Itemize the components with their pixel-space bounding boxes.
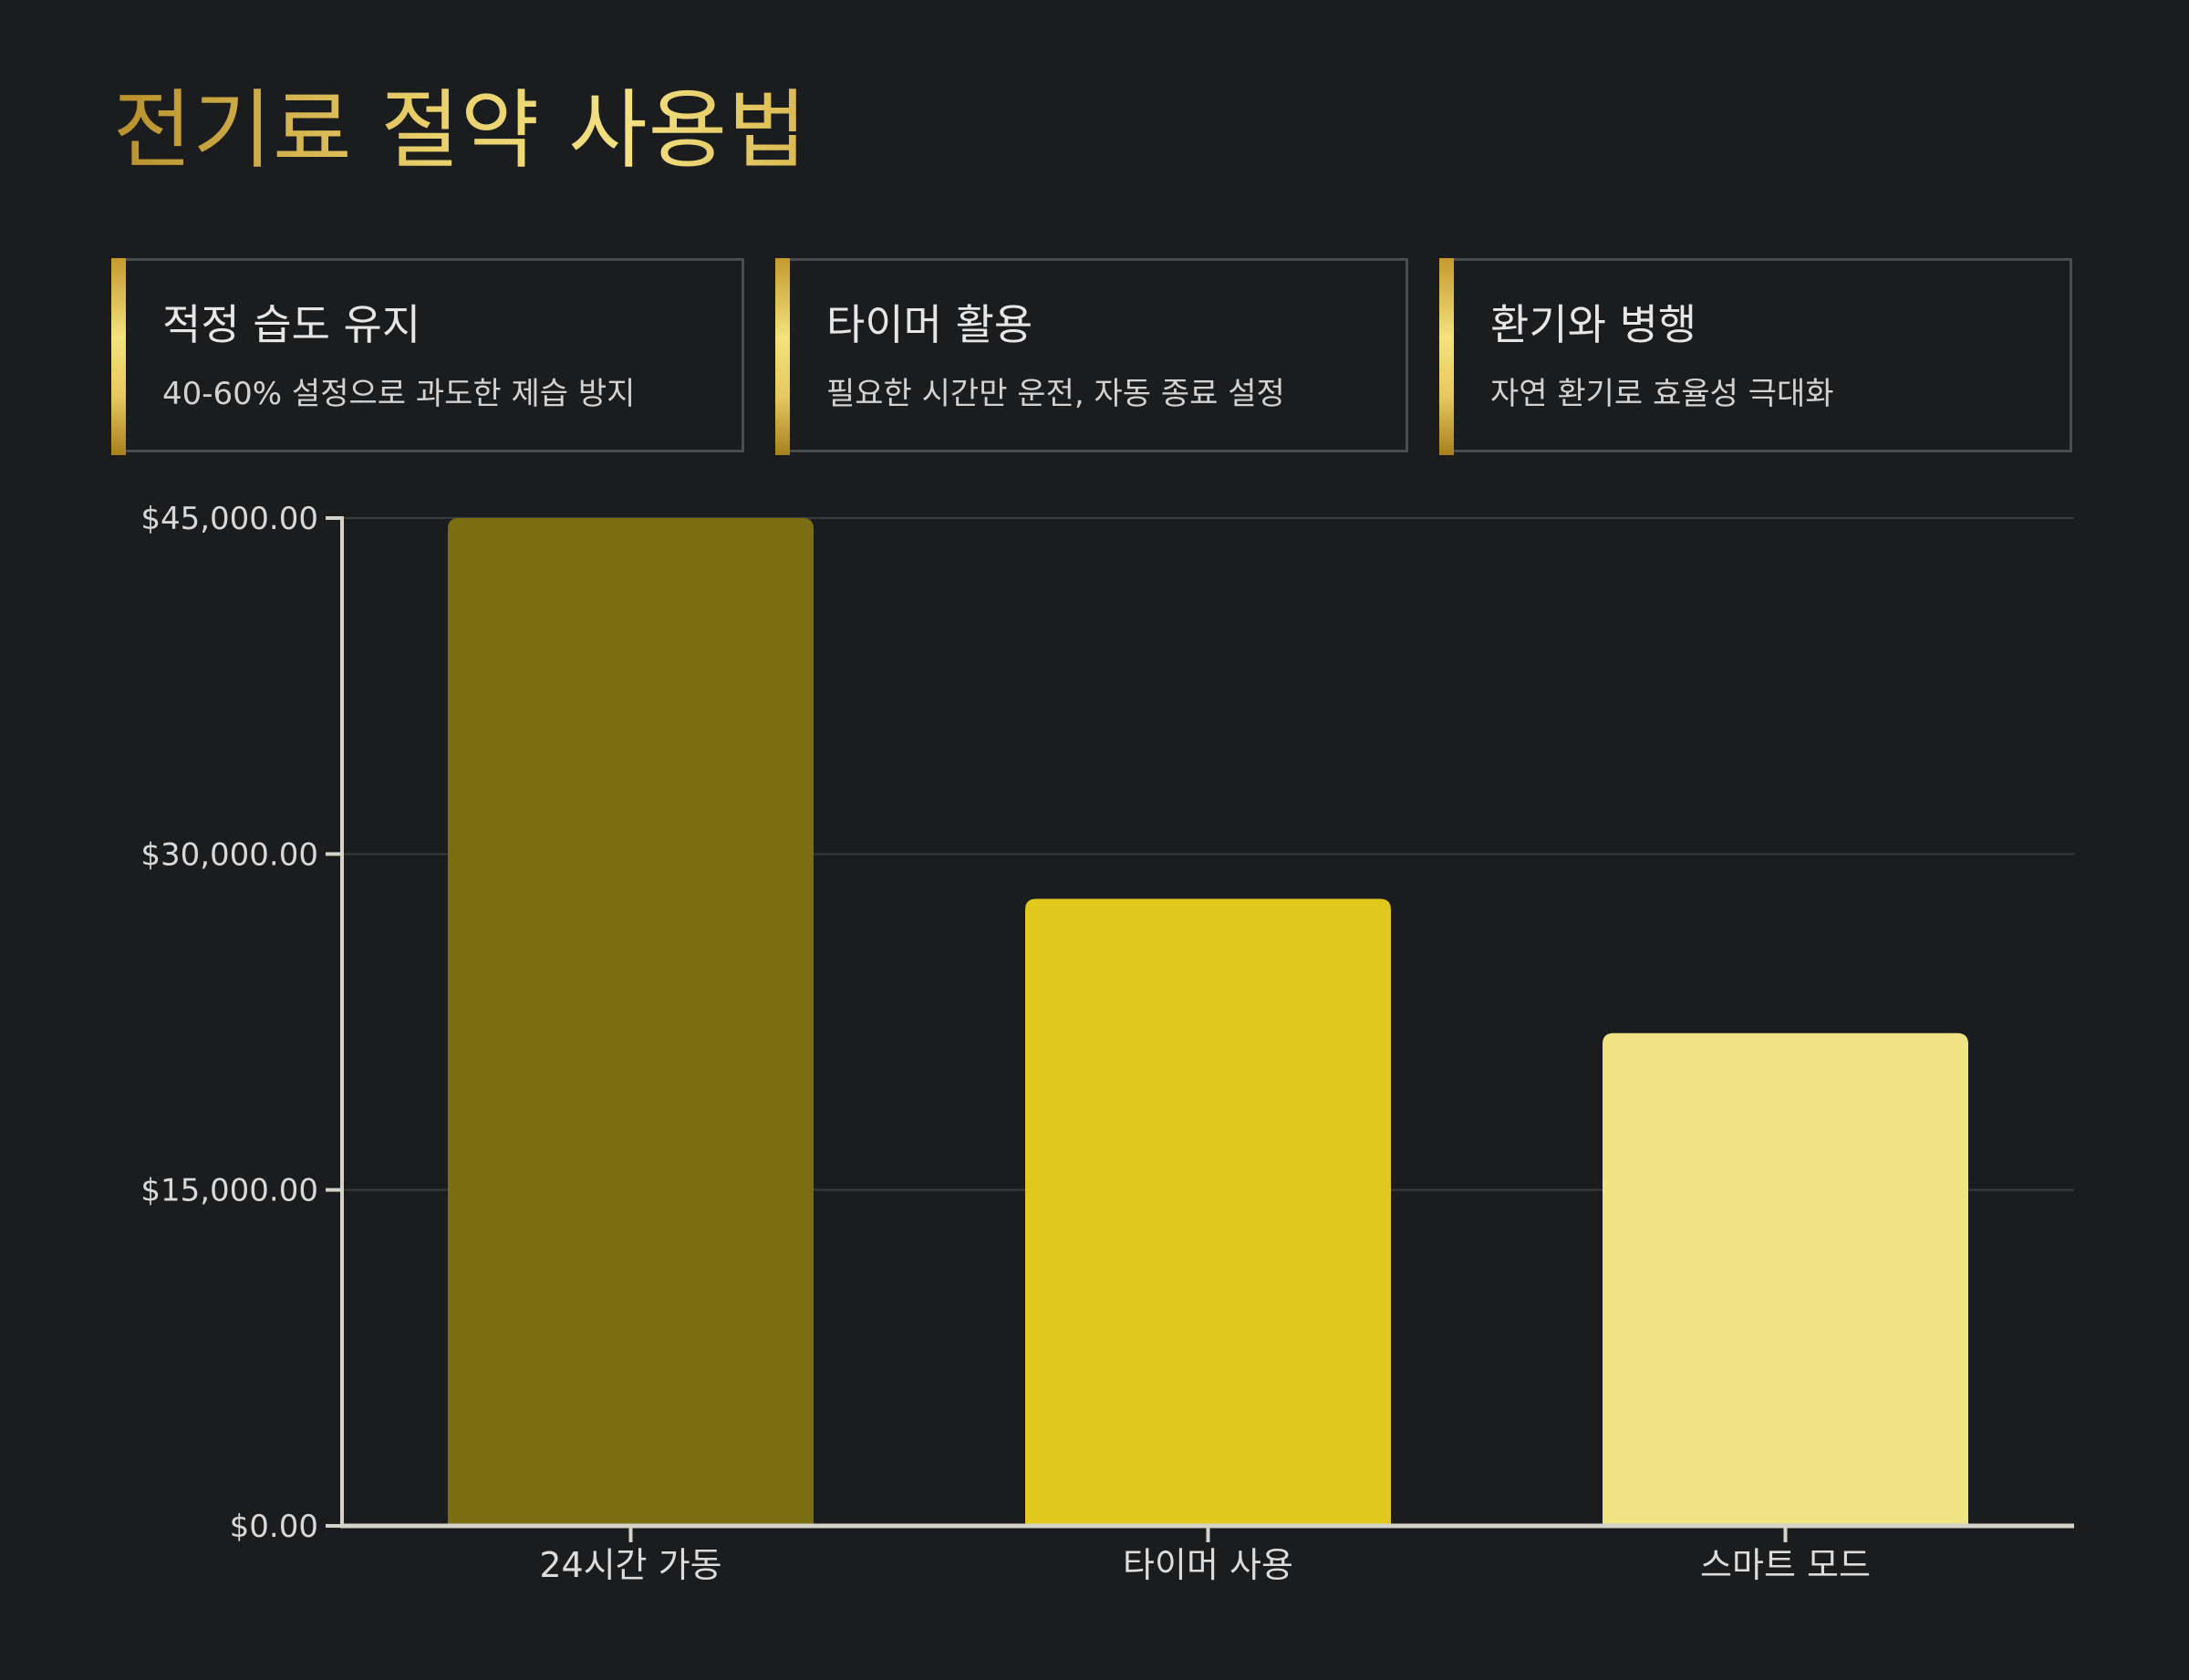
card-description: 40-60% 설정으로 과도한 제습 방지: [162, 376, 636, 412]
y-tick-label: $0.00: [230, 1509, 318, 1545]
x-tick-label: 24시간 가동: [539, 1545, 721, 1585]
tip-card-humidity: 적정 습도 유지 40-60% 설정으로 과도한 제습 방지: [111, 258, 744, 455]
card-title: 환기와 병행: [1490, 300, 1697, 349]
card-accent-bar: [111, 258, 126, 455]
bar-3: [1603, 1032, 1968, 1526]
tip-card-timer: 타이머 활용 필요한 시간만 운전, 자동 종료 설정: [775, 258, 1408, 455]
bar-2: [1025, 898, 1391, 1526]
card-description: 자연 환기로 효율성 극대화: [1490, 376, 1834, 412]
x-tick-label: 스마트 모드: [1700, 1545, 1871, 1585]
card-description: 필요한 시간만 운전, 자동 종료 설정: [826, 376, 1285, 412]
card-accent-bar: [1439, 258, 1454, 455]
card-accent-bar: [775, 258, 790, 455]
axes: [326, 516, 2074, 1542]
bars: [448, 518, 1968, 1526]
y-tick-label: $15,000.00: [140, 1173, 318, 1209]
bar-1: [448, 518, 814, 1526]
card-title: 적정 습도 유지: [162, 300, 421, 349]
tips-cards: 적정 습도 유지 40-60% 설정으로 과도한 제습 방지 타이머 활용 필요…: [111, 258, 2074, 456]
axis-labels: $0.00 $15,000.00 $30,000.00 $45,000.00 24시간 …: [140, 501, 1871, 1585]
x-tick-label: 타이머 사용: [1123, 1545, 1293, 1585]
card-title: 타이머 활용: [826, 300, 1033, 349]
y-tick-label: $45,000.00: [140, 501, 318, 537]
tip-card-ventilation: 환기와 병행 자연 환기로 효율성 극대화: [1439, 258, 2072, 455]
page-title: 전기료 절약 사용법: [113, 81, 808, 181]
y-tick-label: $30,000.00: [140, 836, 318, 873]
